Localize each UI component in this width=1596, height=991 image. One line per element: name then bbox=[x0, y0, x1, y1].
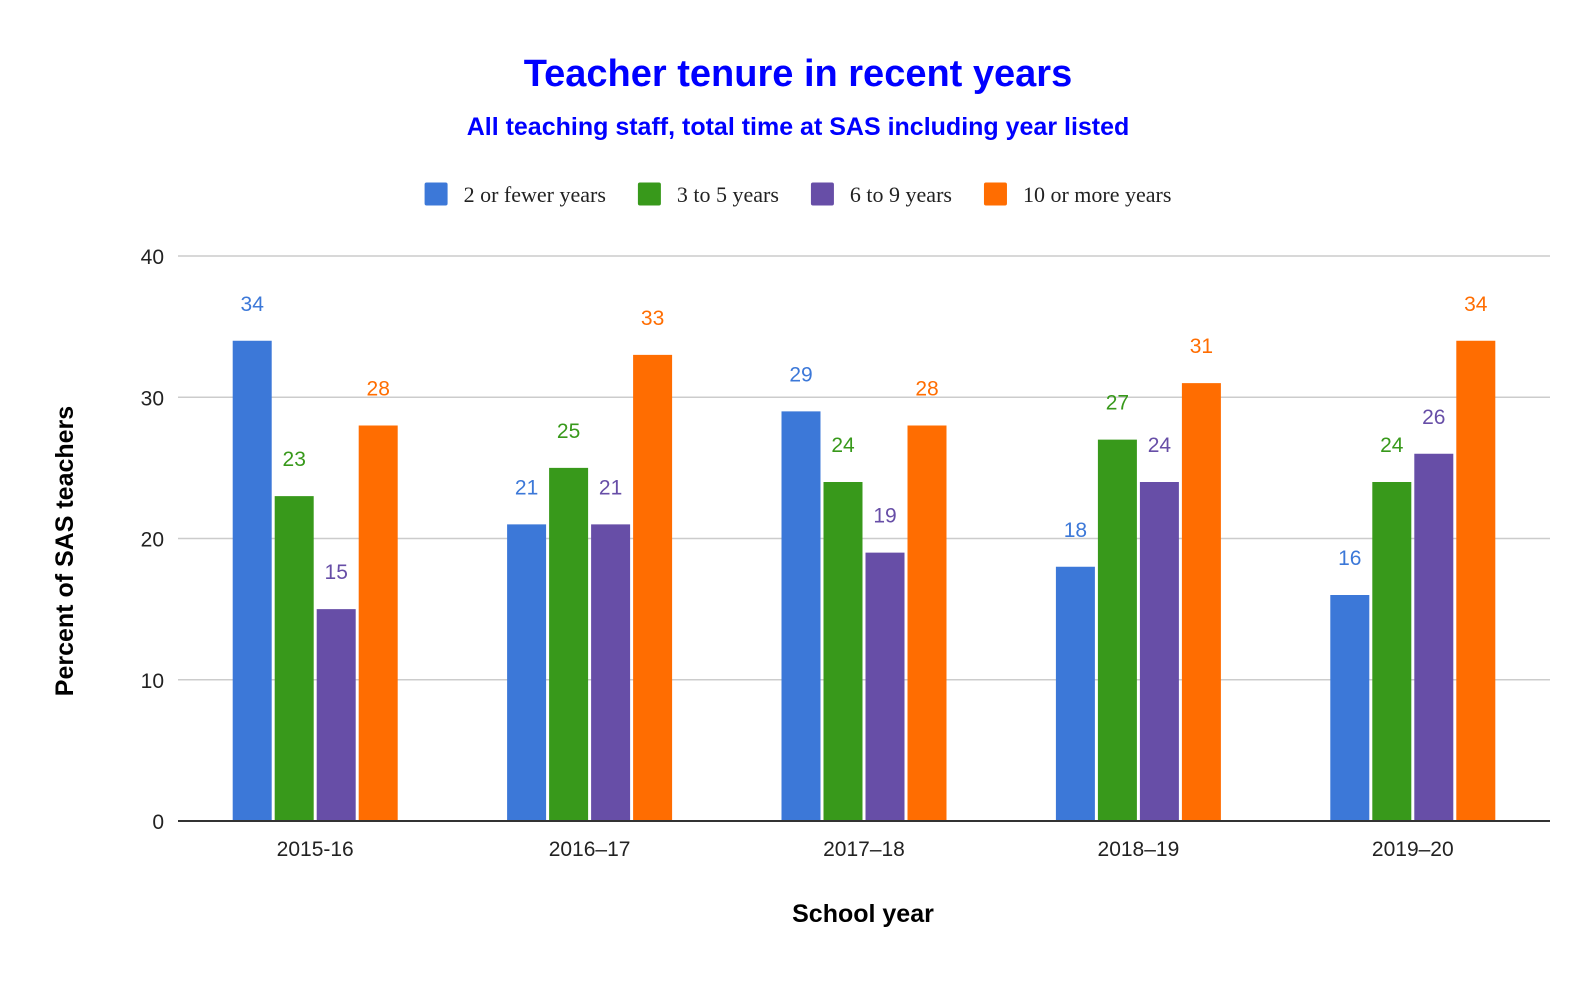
legend-item: 6 to 9 years bbox=[810, 182, 952, 207]
data-label: 29 bbox=[789, 363, 812, 386]
data-label: 31 bbox=[1190, 335, 1213, 358]
bar bbox=[1181, 383, 1221, 821]
legend-swatch bbox=[424, 182, 448, 206]
x-axis-ticks: 2015-16 2016–17 2017–18 2018–19 2019–20 bbox=[277, 838, 1454, 861]
legend-item: 2 or fewer years bbox=[424, 182, 606, 207]
data-label: 16 bbox=[1338, 547, 1361, 570]
bar bbox=[274, 496, 314, 821]
data-label: 18 bbox=[1064, 519, 1087, 542]
bar bbox=[316, 609, 356, 821]
data-label: 24 bbox=[831, 434, 855, 457]
bar bbox=[823, 482, 863, 821]
legend: 2 or fewer years 3 to 5 years 6 to 9 years… bbox=[424, 182, 1171, 207]
legend-item: 3 to 5 years bbox=[637, 182, 779, 207]
y-tick-label: 0 bbox=[152, 811, 164, 834]
data-label: 24 bbox=[1148, 434, 1172, 457]
legend-swatch bbox=[983, 182, 1007, 206]
bar bbox=[1456, 340, 1496, 821]
data-label: 27 bbox=[1106, 392, 1129, 415]
gridlines bbox=[178, 255, 1550, 681]
data-label: 15 bbox=[325, 561, 348, 584]
y-tick-label: 40 bbox=[141, 246, 164, 269]
data-label: 23 bbox=[283, 448, 306, 471]
data-label: 24 bbox=[1380, 434, 1404, 457]
y-axis-title: Percent of SAS teachers bbox=[51, 406, 79, 696]
bar bbox=[1097, 439, 1137, 821]
legend-swatch bbox=[810, 182, 834, 206]
data-label: 26 bbox=[1422, 406, 1445, 429]
data-label: 28 bbox=[367, 378, 390, 401]
data-labels: 34 23 15 28 21 25 21 33 29 24 19 28 18 27 24 31 16 24 26 34 bbox=[241, 293, 1488, 584]
bar bbox=[1055, 566, 1095, 821]
y-axis-ticks: 0 10 20 30 40 bbox=[141, 246, 164, 834]
bar bbox=[633, 354, 673, 821]
data-label: 34 bbox=[1464, 293, 1488, 316]
x-tick-label: 2019–20 bbox=[1372, 838, 1454, 861]
bar bbox=[907, 425, 947, 821]
bar bbox=[591, 524, 631, 821]
bar bbox=[1372, 482, 1412, 821]
bar bbox=[549, 467, 589, 821]
x-tick-label: 2015-16 bbox=[277, 838, 354, 861]
data-label: 21 bbox=[515, 476, 538, 499]
bars bbox=[232, 340, 1496, 821]
data-label: 33 bbox=[641, 307, 664, 330]
y-tick-label: 10 bbox=[141, 670, 164, 693]
bar bbox=[358, 425, 398, 821]
data-label: 34 bbox=[241, 293, 265, 316]
bar bbox=[1414, 453, 1454, 821]
x-tick-label: 2016–17 bbox=[549, 838, 631, 861]
legend-label: 10 or more years bbox=[1023, 182, 1171, 207]
chart-subtitle: All teaching staff, total time at SAS in… bbox=[467, 113, 1130, 141]
x-axis-title: School year bbox=[792, 900, 934, 928]
legend-label: 3 to 5 years bbox=[677, 182, 779, 207]
bar bbox=[781, 411, 821, 821]
bar bbox=[1139, 482, 1179, 821]
bar bbox=[507, 524, 547, 821]
x-tick-label: 2017–18 bbox=[823, 838, 905, 861]
bar bbox=[232, 340, 272, 821]
legend-label: 6 to 9 years bbox=[850, 182, 952, 207]
data-label: 28 bbox=[915, 378, 938, 401]
data-label: 19 bbox=[873, 505, 896, 528]
legend-swatch bbox=[637, 182, 661, 206]
legend-item: 10 or more years bbox=[983, 182, 1171, 207]
bar bbox=[1330, 595, 1370, 821]
legend-label: 2 or fewer years bbox=[464, 182, 606, 207]
data-label: 25 bbox=[557, 420, 580, 443]
data-label: 21 bbox=[599, 476, 622, 499]
y-tick-label: 20 bbox=[141, 529, 164, 552]
x-tick-label: 2018–19 bbox=[1098, 838, 1180, 861]
chart-title: Teacher tenure in recent years bbox=[524, 53, 1072, 95]
bar bbox=[865, 552, 905, 821]
y-tick-label: 30 bbox=[141, 387, 164, 410]
